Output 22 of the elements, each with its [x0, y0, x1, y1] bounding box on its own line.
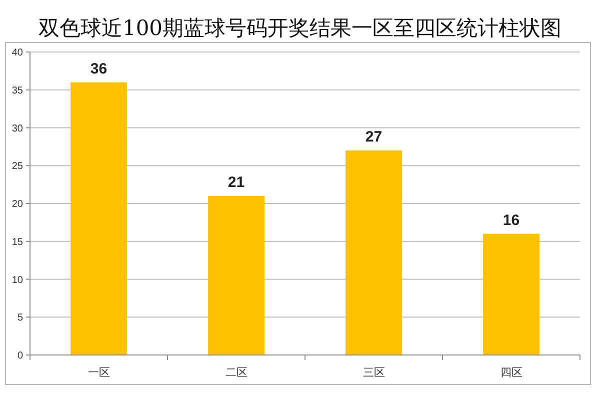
- bar: [346, 150, 402, 355]
- y-tick-label: 25: [12, 161, 24, 172]
- x-tick-label: 一区: [88, 367, 110, 379]
- y-tick-label: 0: [17, 350, 24, 362]
- y-tick-label: 40: [12, 48, 24, 58]
- y-tick-label: 20: [12, 199, 24, 210]
- y-tick-label: 35: [12, 85, 24, 96]
- x-tick-label: 三区: [362, 367, 385, 379]
- y-tick-label: 30: [12, 123, 24, 134]
- x-tick-label: 二区: [225, 367, 248, 379]
- y-tick-label: 15: [12, 236, 24, 248]
- y-tick-label: 10: [12, 274, 24, 286]
- y-tick-label: 5: [17, 312, 24, 324]
- data-label: 16: [502, 212, 520, 229]
- x-tick-label: 四区: [500, 367, 522, 379]
- chart-title: 双色球近100期蓝球号码开奖结果一区至四区统计柱状图: [38, 16, 562, 40]
- bar: [208, 196, 264, 355]
- data-label: 27: [365, 128, 382, 146]
- bar: [483, 234, 540, 355]
- data-label: 21: [228, 174, 245, 191]
- bar: [70, 82, 127, 355]
- data-label: 36: [90, 60, 108, 78]
